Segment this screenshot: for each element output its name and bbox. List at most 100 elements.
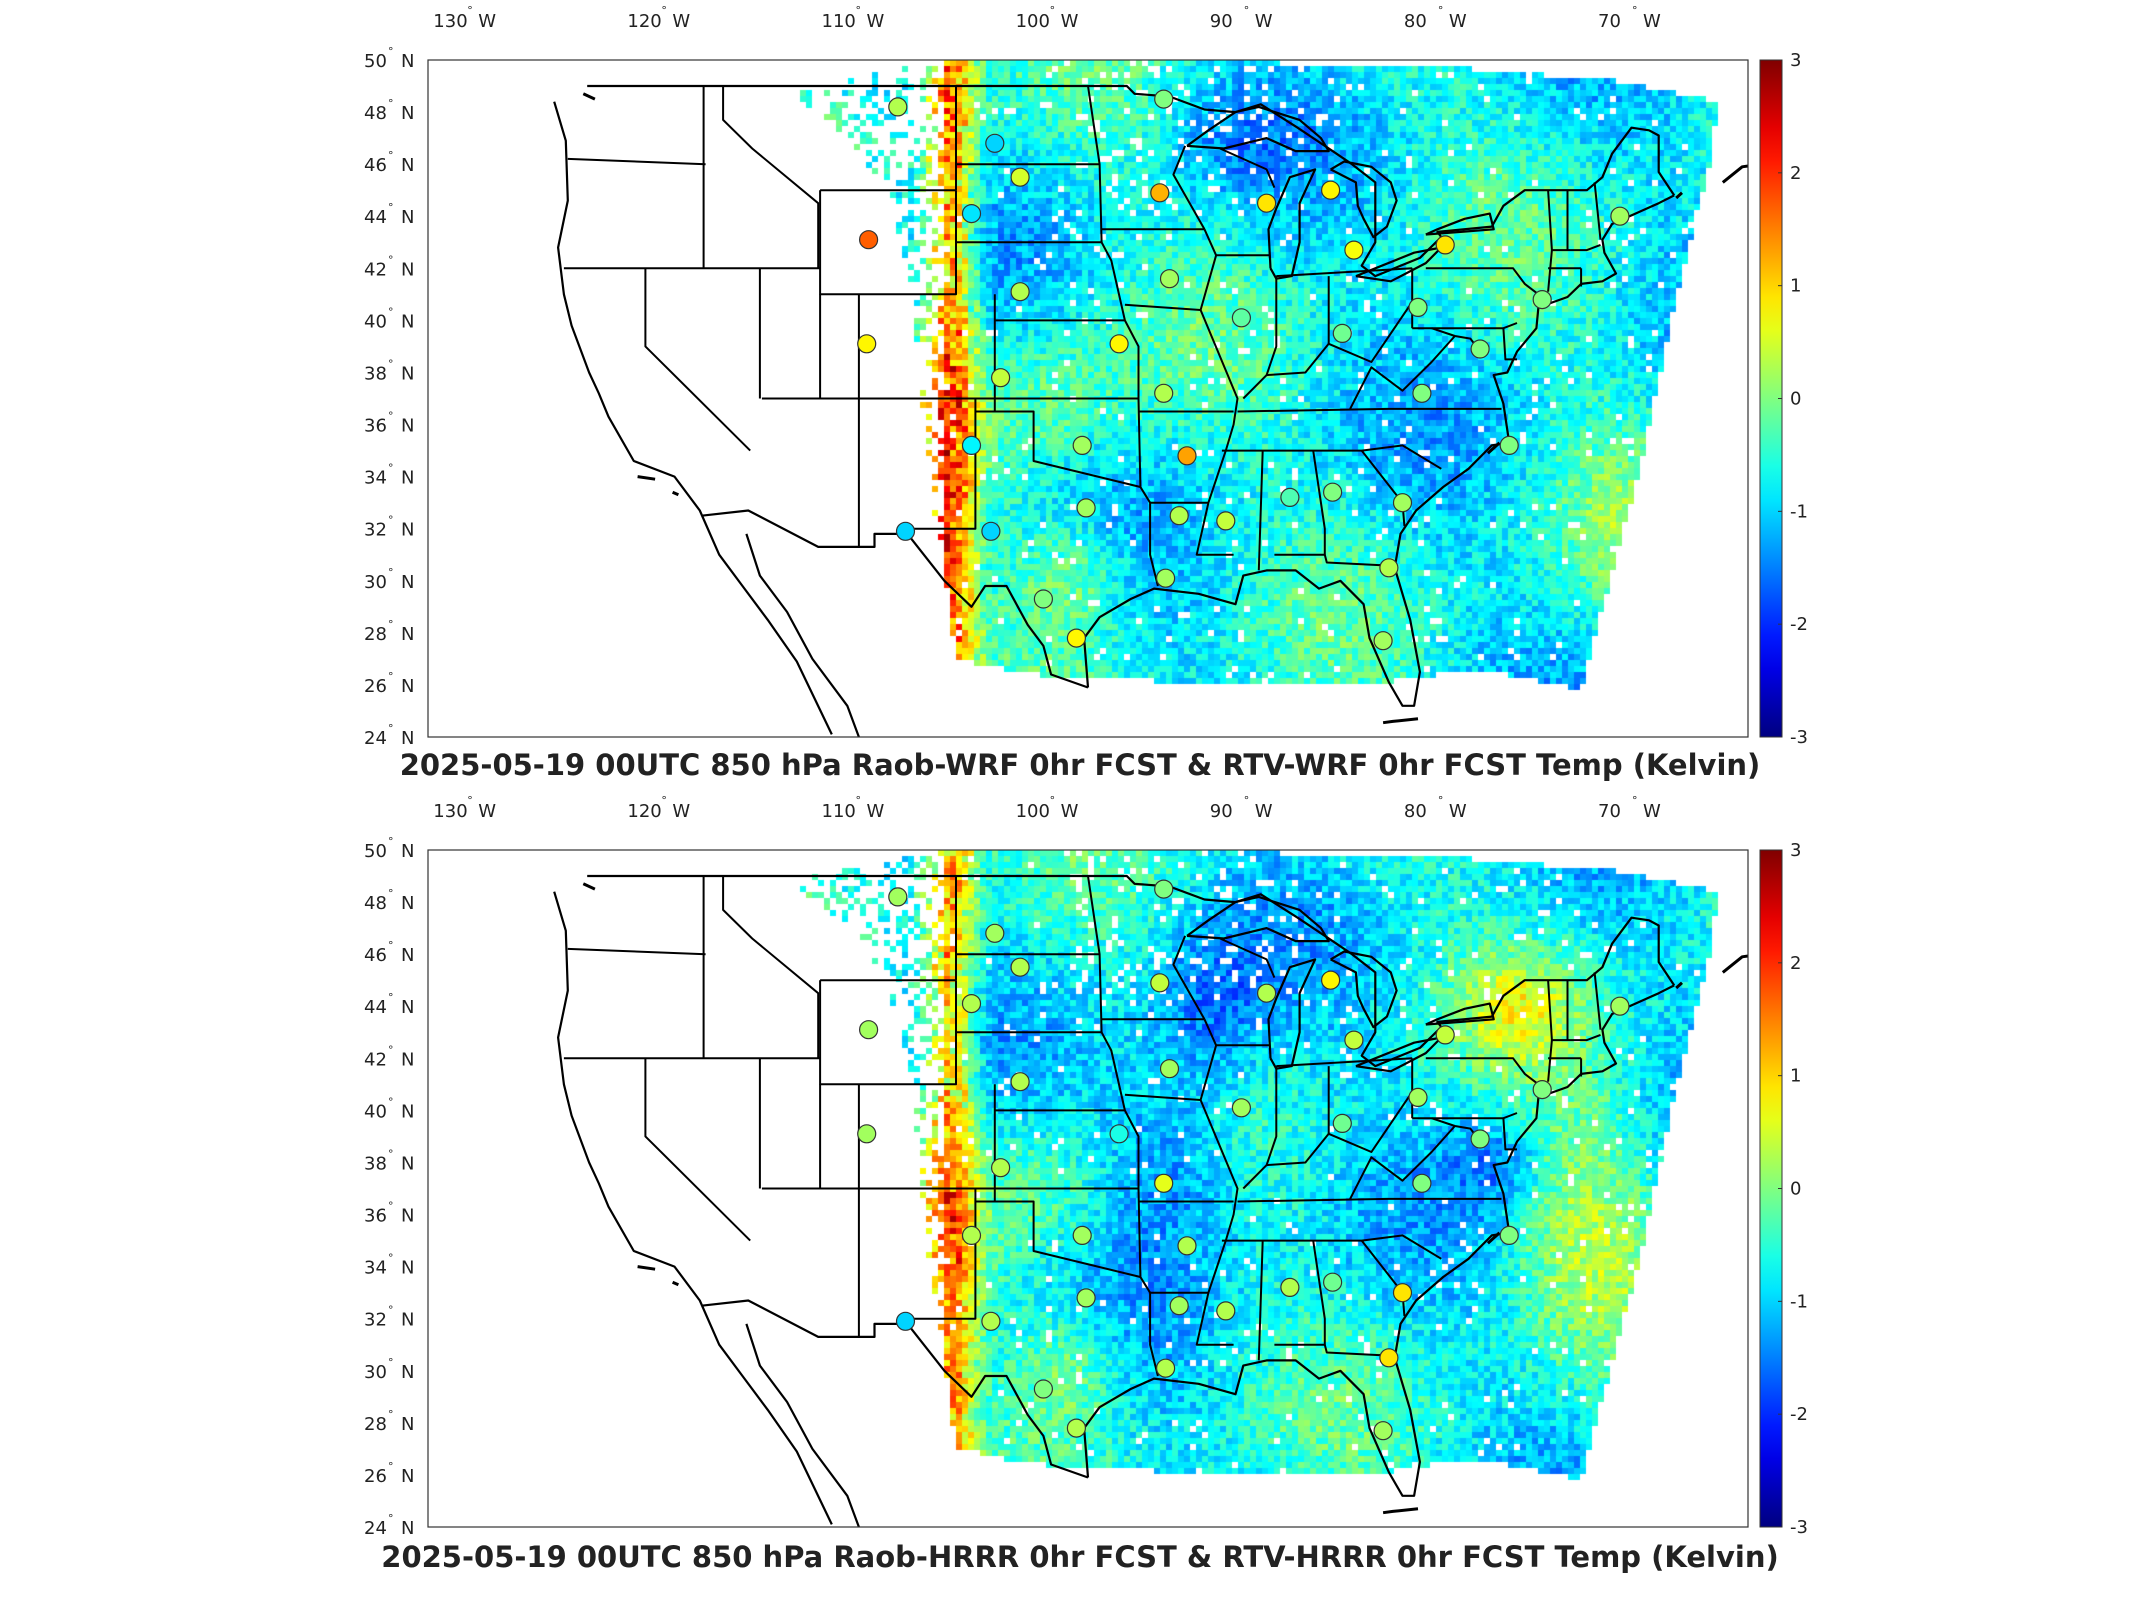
- coastline: [553, 101, 833, 735]
- station-marker: [1412, 1173, 1432, 1193]
- colorbar-tick-label: -1: [1790, 501, 1808, 522]
- colorbar-tick-label: 1: [1790, 1066, 1801, 1087]
- coastline: [745, 533, 860, 737]
- degree-mark: °: [467, 4, 473, 17]
- degree-mark: °: [388, 1043, 394, 1056]
- station-marker: [1066, 628, 1087, 648]
- island: [671, 490, 680, 497]
- station-marker: [1470, 339, 1490, 359]
- lat-tick-label: 28: [364, 1414, 387, 1435]
- lat-tick-dir: N: [401, 155, 414, 176]
- island: [582, 92, 596, 101]
- station-marker: [1072, 435, 1092, 455]
- lat-tick-dir: N: [401, 259, 414, 280]
- colorbar-tick-label: 1: [1790, 276, 1801, 297]
- station-markers: [857, 879, 1630, 1441]
- station-marker: [981, 521, 1001, 541]
- island: [637, 1265, 656, 1271]
- station-marker: [1072, 1225, 1092, 1245]
- lat-tick-label: 26: [364, 676, 387, 697]
- station-marker: [1379, 1348, 1399, 1368]
- station-marker: [1033, 1379, 1054, 1399]
- lon-tick-dir: W: [1643, 801, 1661, 822]
- lat-tick-label: 38: [364, 364, 387, 385]
- lon-tick-label: 70: [1598, 801, 1621, 822]
- map-svg: 2025-05-19 00UTC 850 hPa Raob-WRF 0hr FC…: [364, 4, 1808, 782]
- station-marker: [1392, 1283, 1413, 1303]
- lon-tick-dir: W: [1255, 11, 1273, 32]
- station-marker: [1412, 383, 1432, 403]
- degree-mark: °: [388, 45, 394, 58]
- station-marker: [1499, 435, 1519, 455]
- station-marker: [990, 1158, 1011, 1178]
- lat-tick-label: 46: [364, 155, 387, 176]
- lat-tick-label: 44: [364, 997, 387, 1018]
- state-border: [975, 410, 1141, 488]
- state-border: [1502, 1118, 1517, 1151]
- degree-mark: °: [388, 1512, 394, 1525]
- state-border: [1195, 1018, 1239, 1346]
- station-marker: [1033, 589, 1054, 609]
- degree-mark: °: [388, 1304, 394, 1317]
- coastline: [701, 509, 1089, 689]
- station-marker: [1344, 240, 1364, 260]
- state-border: [1276, 267, 1413, 278]
- lat-tick-label: 30: [364, 572, 387, 593]
- station-marker: [1332, 1113, 1352, 1133]
- station-marker: [1216, 511, 1236, 531]
- lat-tick-label: 40: [364, 1101, 387, 1122]
- station-marker: [1470, 1129, 1490, 1149]
- station-marker: [895, 1311, 916, 1331]
- station-marker: [1379, 558, 1399, 578]
- state-border: [1412, 1112, 1518, 1120]
- lat-tick-dir: N: [401, 416, 414, 437]
- station-marker: [1150, 973, 1170, 993]
- lon-tick-dir: W: [1449, 801, 1467, 822]
- station-marker: [1169, 506, 1189, 526]
- state-border: [1551, 1033, 1601, 1042]
- lake-outline: [1267, 168, 1317, 280]
- station-marker: [1320, 180, 1341, 200]
- lon-tick-label: 130: [433, 11, 467, 32]
- state-border: [1087, 875, 1103, 1033]
- station-marker: [961, 1225, 982, 1245]
- station-marker: [961, 204, 982, 224]
- station-marker: [1154, 1173, 1174, 1193]
- lat-tick-dir: N: [401, 1414, 414, 1435]
- lon-tick-label: 110: [822, 11, 856, 32]
- coastline: [587, 874, 1676, 1068]
- lake-outline: [1186, 895, 1330, 943]
- lake-outline: [1186, 105, 1330, 153]
- state-border: [1274, 1240, 1326, 1346]
- degree-mark: °: [388, 1148, 394, 1161]
- lon-tick-dir: W: [672, 11, 690, 32]
- state-border: [1257, 1240, 1264, 1361]
- lat-tick-dir: N: [401, 103, 414, 124]
- lat-tick-dir: N: [401, 1466, 414, 1487]
- degree-mark: °: [388, 149, 394, 162]
- island: [582, 882, 596, 891]
- station-marker: [1010, 167, 1030, 187]
- degree-mark: °: [388, 887, 394, 900]
- state-border: [1237, 407, 1502, 413]
- colorbar-tick-label: 0: [1790, 389, 1801, 410]
- island: [671, 1280, 680, 1287]
- station-marker: [1155, 568, 1176, 588]
- lon-tick-dir: W: [1061, 11, 1079, 32]
- lat-tick-dir: N: [401, 728, 414, 749]
- colorbar-tick-label: -1: [1790, 1291, 1808, 1312]
- station-marker: [1154, 879, 1174, 899]
- state-border: [1219, 937, 1276, 978]
- lat-tick-label: 42: [364, 1049, 387, 1070]
- station-marker: [1076, 1288, 1096, 1308]
- station-marker: [1177, 446, 1197, 466]
- station-marker: [888, 887, 908, 907]
- island: [1675, 191, 1684, 200]
- state-border: [1257, 450, 1264, 571]
- degree-mark: °: [1632, 794, 1638, 807]
- colorbar-tick-label: 2: [1790, 953, 1801, 974]
- station-marker: [1010, 957, 1030, 977]
- state-border: [1100, 241, 1140, 399]
- station-marker: [1499, 1225, 1519, 1245]
- station-marker: [1610, 996, 1630, 1016]
